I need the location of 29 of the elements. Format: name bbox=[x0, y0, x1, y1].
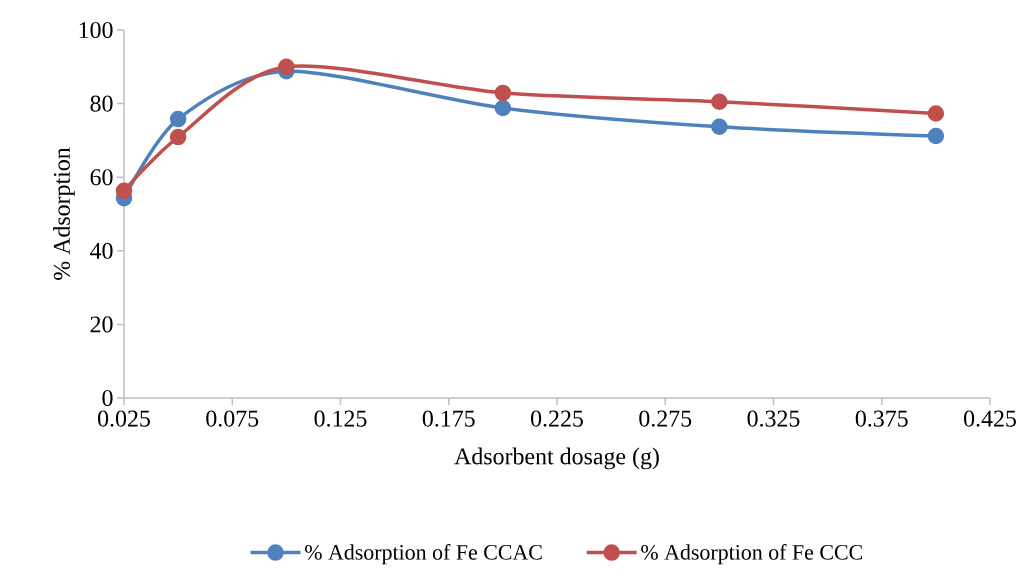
point bbox=[711, 93, 728, 111]
y-tick-label: 80 bbox=[90, 95, 113, 112]
x-tick-label: 0.075 bbox=[206, 410, 259, 427]
x-tick-label: 0.025 bbox=[98, 410, 150, 427]
point bbox=[927, 127, 945, 145]
x-tick-label: 0.425 bbox=[964, 410, 1016, 427]
x-tick-label: 0.275 bbox=[639, 410, 692, 427]
point bbox=[711, 118, 728, 136]
point bbox=[494, 99, 512, 117]
x-tick-label: 0.375 bbox=[855, 410, 908, 427]
y-tick-label: 40 bbox=[90, 242, 113, 259]
legend-label: % Adsorption of Fe CCC bbox=[641, 544, 863, 565]
x-tick-label: 0.175 bbox=[422, 410, 475, 427]
point bbox=[115, 182, 133, 200]
y-tick-label: 20 bbox=[90, 316, 113, 333]
y-tick-label: 100 bbox=[79, 21, 113, 39]
point bbox=[927, 105, 945, 122]
x-tick-label: 0.225 bbox=[531, 410, 583, 427]
point bbox=[278, 58, 295, 76]
point bbox=[494, 84, 512, 102]
x-tick-label: 0.325 bbox=[747, 410, 800, 427]
point bbox=[169, 128, 187, 146]
x-tick-label: 0.125 bbox=[314, 410, 367, 427]
legend-label: % Adsorption of Fe CCAC bbox=[305, 544, 542, 565]
point bbox=[169, 110, 187, 128]
y-tick-label: 60 bbox=[90, 169, 113, 186]
y-tick-label: 0 bbox=[102, 389, 113, 407]
y-axis-title: % Adsorption bbox=[53, 147, 75, 280]
x-axis-title: Adsorbent dosage (g) bbox=[454, 447, 659, 470]
